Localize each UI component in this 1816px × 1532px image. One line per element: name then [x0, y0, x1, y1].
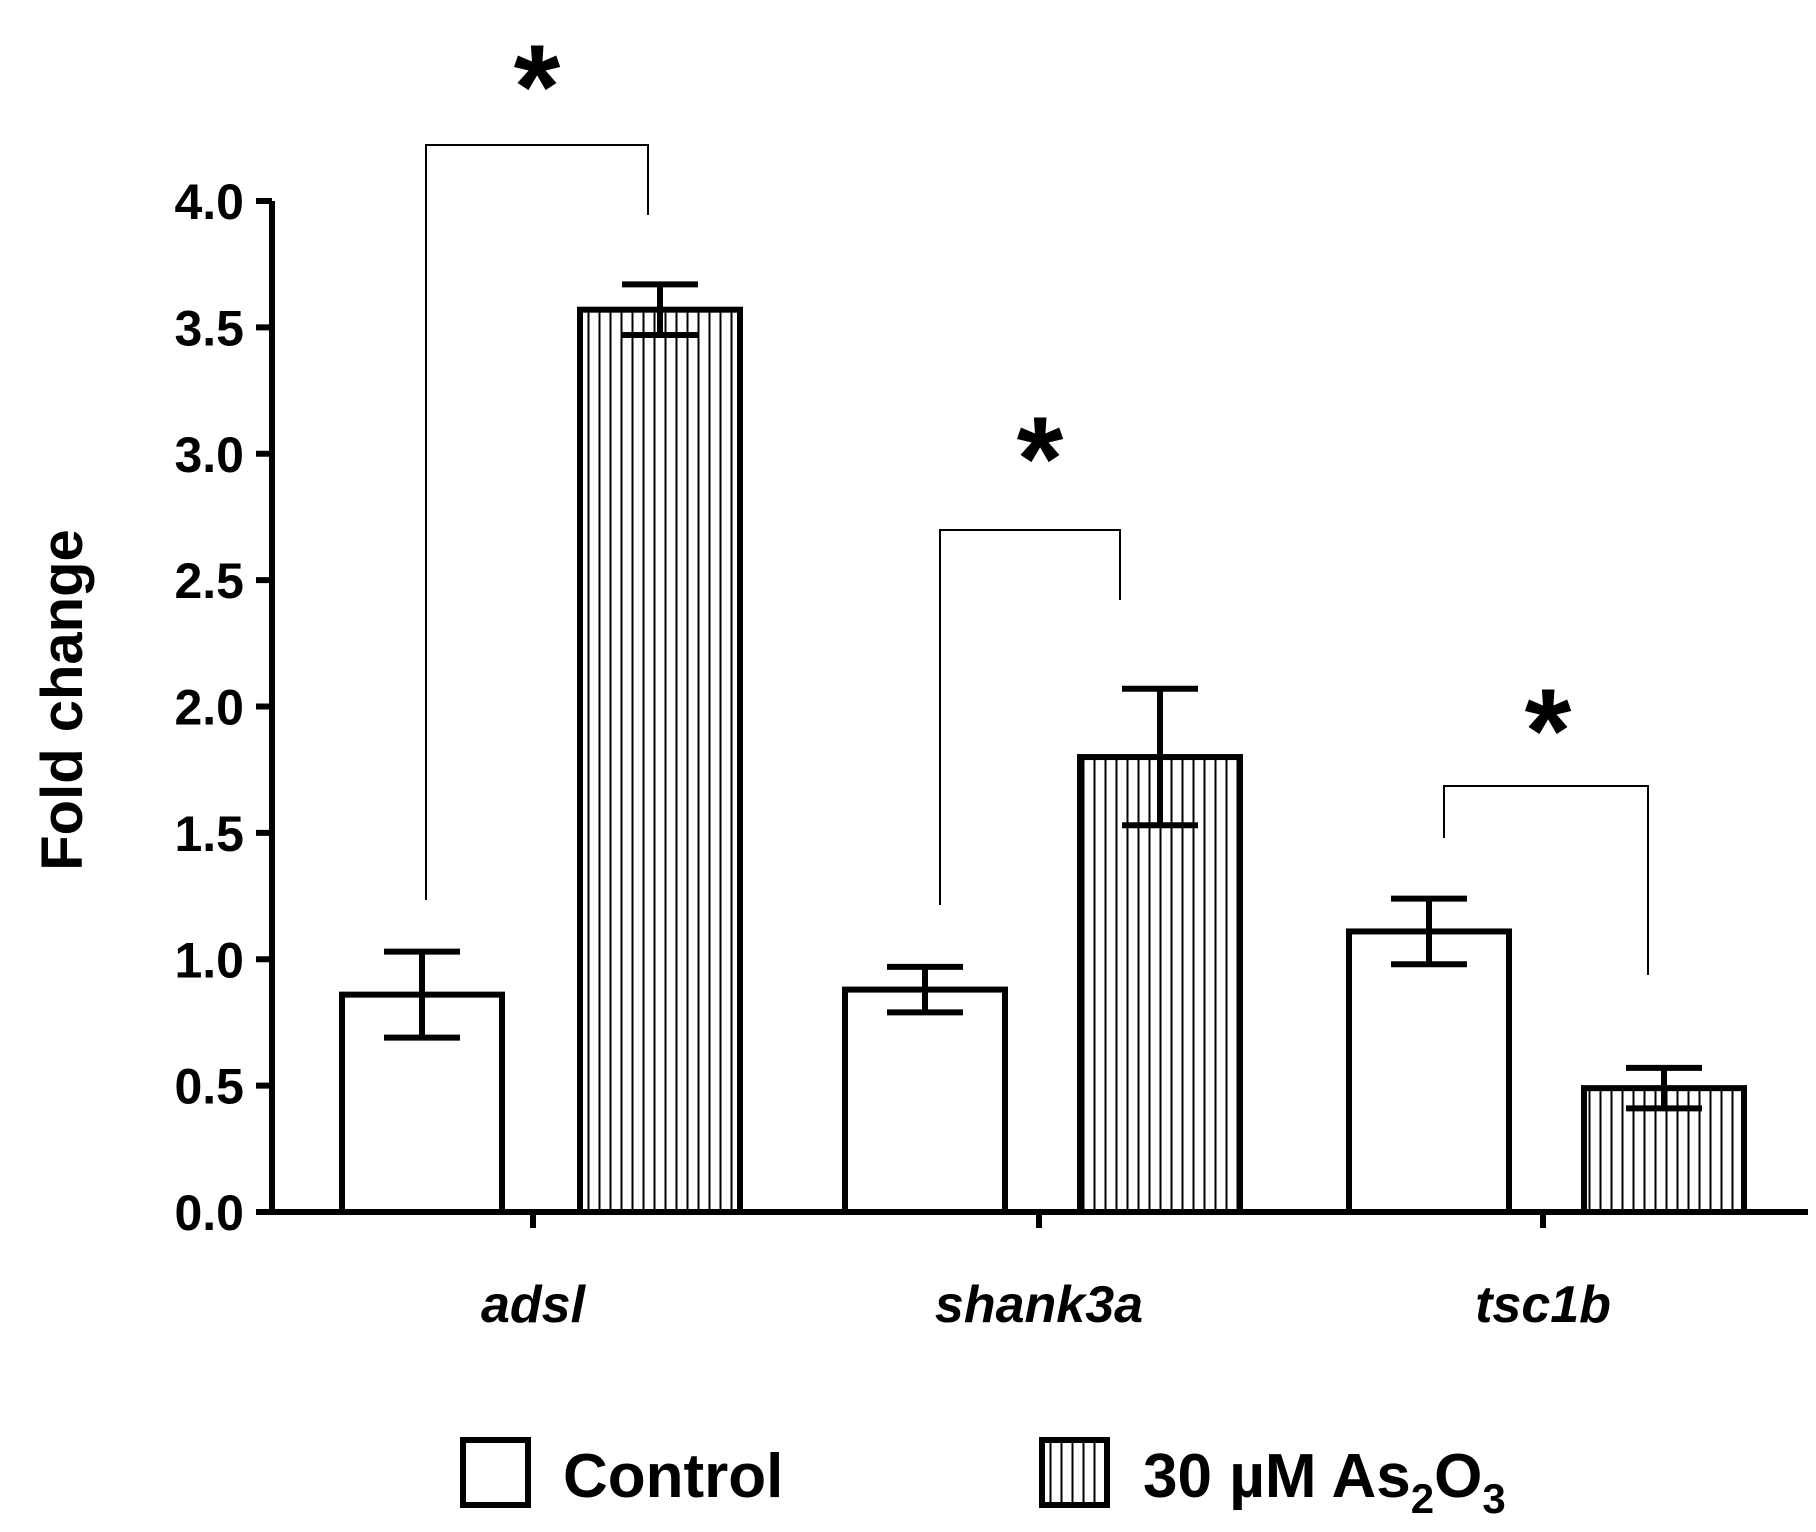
y-tick-label: 1.5 [174, 806, 244, 862]
significance-star-adsl: * [514, 20, 561, 154]
y-tick-label: 0.0 [174, 1185, 244, 1241]
legend-label-control: Control [563, 1442, 783, 1511]
bar-shank3a-control [842, 986, 1008, 1216]
error-bars-group [384, 281, 1702, 1112]
bar-adsl-treatment [577, 306, 743, 1215]
bar-tsc1b-control [1346, 928, 1512, 1215]
significance-bracket-tsc1b [1443, 785, 1649, 975]
legend-subscript-1: 2 [1411, 1475, 1434, 1522]
y-axis-title: Fold change [30, 529, 95, 871]
legend-text-main: 30 µM As [1143, 1442, 1411, 1511]
significance-bracket-shank3a [939, 529, 1121, 905]
x-axis-ticks: adsl shank3a tsc1b [481, 1212, 1611, 1334]
y-tick-label: 3.5 [174, 300, 244, 356]
significance-bracket-adsl [425, 144, 649, 900]
y-tick-label: 0.5 [174, 1059, 244, 1115]
legend-subscript-2: 3 [1482, 1475, 1505, 1522]
y-tick-label: 1.0 [174, 932, 244, 988]
legend-label-treatment: 30 µM As2O3 [1143, 1442, 1506, 1522]
x-category-label-shank3a: shank3a [935, 1276, 1143, 1334]
y-axis-ticks: 0.0 0.5 1.0 1.5 2.0 2.5 3.0 3.5 4.0 [174, 174, 272, 1241]
significance-star-tsc1b: * [1525, 664, 1572, 798]
legend-text-mid: O [1434, 1442, 1482, 1511]
y-tick-label: 2.0 [174, 680, 244, 736]
legend: Control 30 µM As2O3 [460, 1437, 1506, 1522]
significance-star-shank3a: * [1017, 392, 1064, 526]
legend-swatch-control [460, 1437, 531, 1508]
y-tick-label: 4.0 [174, 174, 244, 230]
legend-swatch-treatment [1039, 1437, 1110, 1508]
x-category-label-tsc1b: tsc1b [1475, 1276, 1611, 1334]
significance-brackets: * * * [425, 20, 1649, 975]
x-category-label-adsl: adsl [481, 1276, 587, 1334]
y-tick-label: 2.5 [174, 553, 244, 609]
y-tick-label: 3.0 [174, 427, 244, 483]
